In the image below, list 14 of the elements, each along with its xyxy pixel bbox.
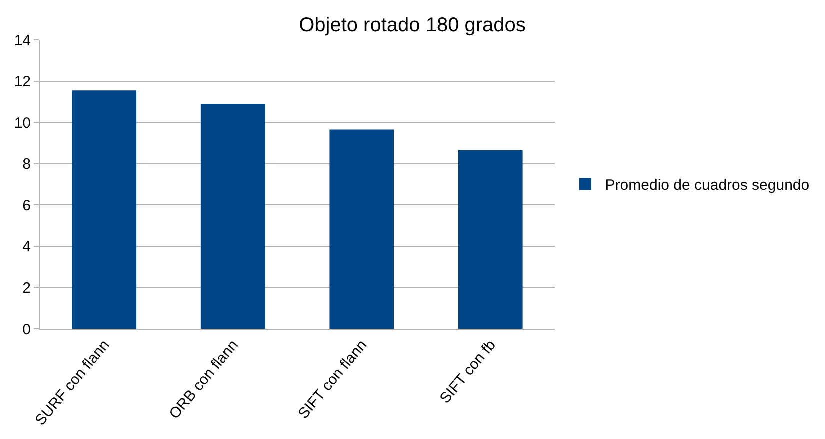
- bar: [72, 90, 137, 329]
- bar: [200, 104, 266, 329]
- y-tick-label: 0: [22, 321, 31, 338]
- y-tick-label: 8: [22, 156, 31, 174]
- y-tick-label: 14: [14, 32, 31, 50]
- bar: [458, 150, 523, 329]
- y-tick-label: 12: [14, 74, 31, 91]
- bar: [330, 130, 394, 329]
- legend-label: Promedio de cuadros segundo: [605, 177, 810, 194]
- y-tick-label: 2: [22, 280, 31, 297]
- y-tick-label: 4: [22, 238, 31, 256]
- y-tick-label: 10: [14, 114, 31, 132]
- y-tick-label: 6: [22, 197, 31, 214]
- chart-title: Objeto rotado 180 grados: [299, 14, 526, 37]
